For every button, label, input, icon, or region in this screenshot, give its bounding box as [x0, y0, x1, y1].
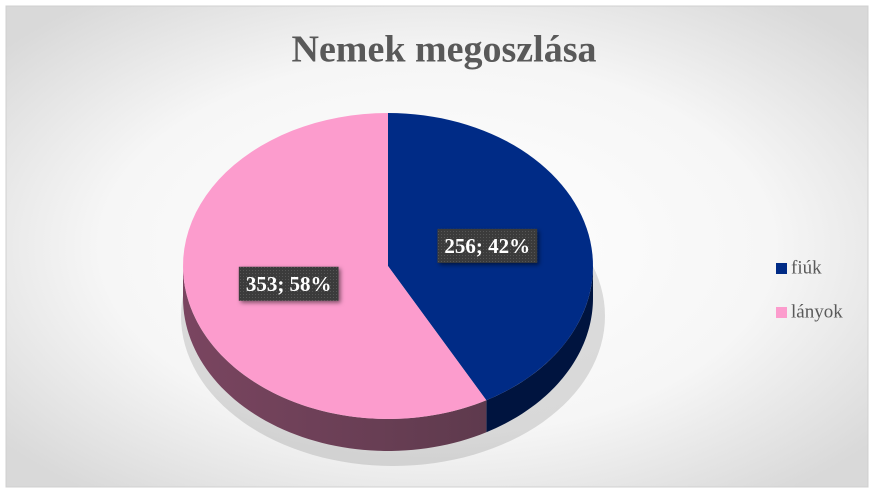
legend-swatch — [776, 307, 787, 318]
chart-title: Nemek megoszlása — [292, 29, 597, 71]
data-label-box — [238, 266, 339, 301]
data-label-box — [437, 228, 538, 263]
slice — [183, 113, 487, 419]
data-label: 353; 58% — [246, 272, 332, 296]
data-label: 256; 42% — [444, 234, 530, 258]
legend-label: fiúk — [791, 257, 822, 278]
slice-side — [183, 266, 487, 451]
legend-swatch — [776, 263, 787, 274]
legend-label: lányok — [791, 301, 843, 322]
slice-side — [486, 266, 593, 433]
